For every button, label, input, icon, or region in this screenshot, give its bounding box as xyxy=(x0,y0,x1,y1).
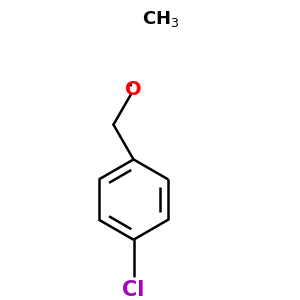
Text: O: O xyxy=(125,80,142,99)
Text: Cl: Cl xyxy=(122,280,145,300)
Text: CH$_3$: CH$_3$ xyxy=(142,9,179,29)
